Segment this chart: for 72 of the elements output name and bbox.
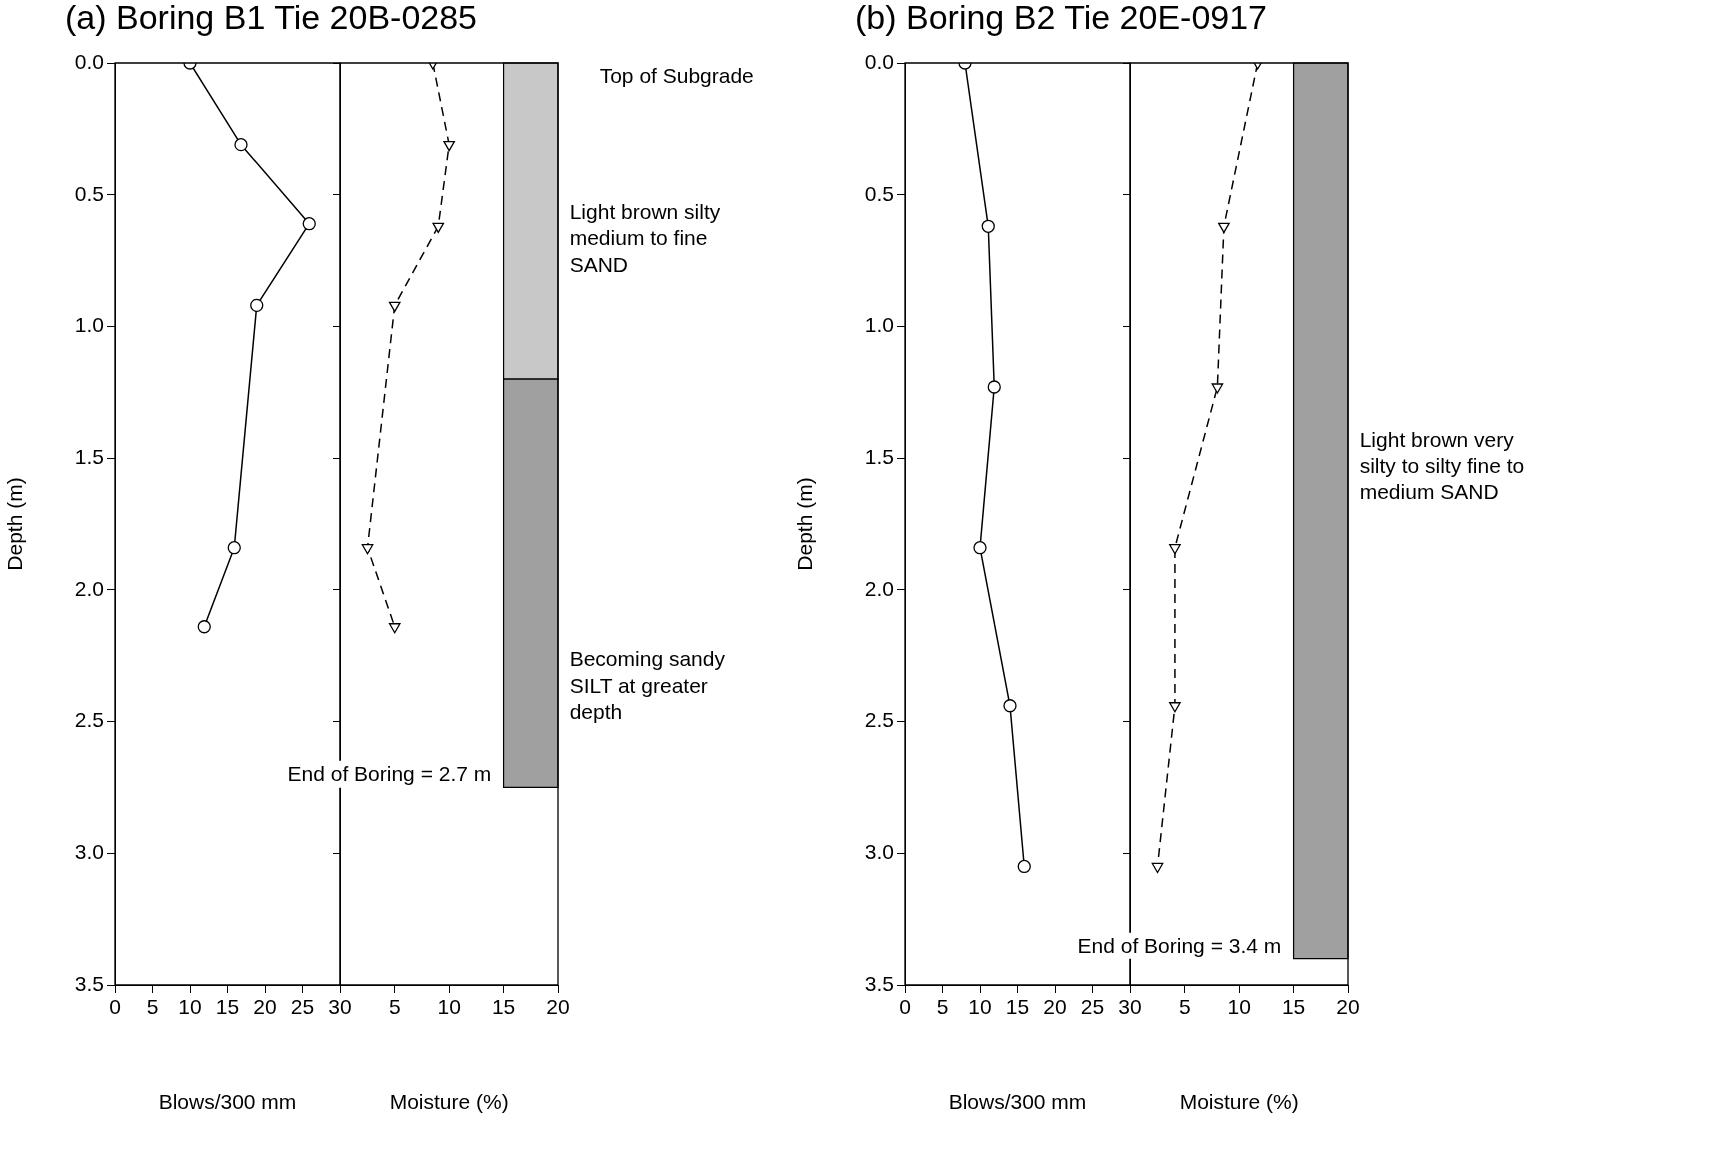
y-tick-label: 1.0 <box>74 313 104 337</box>
point <box>388 623 401 634</box>
point <box>227 541 241 555</box>
x-tick-label: 10 <box>968 995 992 1019</box>
text: Light brown silty medium to fine SAND <box>569 198 722 278</box>
point <box>361 544 374 555</box>
y-tick-label: 0.5 <box>74 181 104 205</box>
y-tick-label: 2.0 <box>74 576 104 600</box>
x-tick-label: 20 <box>253 995 277 1019</box>
annotation: End of Boring = 3.4 m <box>1077 932 1282 959</box>
y-tick-label: 1.5 <box>74 444 104 468</box>
x-tick-label: 20 <box>546 995 570 1019</box>
text: Becoming sandy SILT at greater depth <box>569 645 726 725</box>
y-tick-label: 0.0 <box>864 49 894 73</box>
point <box>1211 383 1223 394</box>
x-tick-label: 15 <box>491 995 515 1019</box>
point <box>234 138 248 152</box>
chart-title: (b) Boring B2 Tie 20E-0917 <box>855 0 1268 37</box>
x-axis-title: Moisture (%) <box>389 1090 509 1114</box>
x-tick-label: 5 <box>936 995 949 1019</box>
point <box>1151 862 1164 874</box>
x-tick-label: 20 <box>1336 995 1360 1019</box>
y-tick-label: 2.5 <box>74 708 104 732</box>
x-tick-label: 0 <box>899 995 911 1019</box>
x-axis-title: Blows/300 mm <box>158 1090 297 1114</box>
y-tick-label: 3.5 <box>864 971 894 995</box>
point <box>973 541 987 555</box>
point <box>981 219 995 233</box>
point <box>197 620 211 634</box>
x-tick-label: 30 <box>1118 995 1142 1019</box>
y-tick-label: 3.0 <box>74 840 104 864</box>
x-tick-label: 5 <box>1178 995 1191 1019</box>
x-tick-label: 25 <box>290 995 315 1019</box>
y-tick-label: 1.0 <box>864 313 894 337</box>
y-tick-label: 2.0 <box>864 576 894 600</box>
point <box>388 301 401 312</box>
annotation: End of Boring = 2.7 m <box>287 761 492 788</box>
x-tick-label: 10 <box>1227 995 1251 1019</box>
x-tick-label: 15 <box>1005 995 1030 1019</box>
x-tick-label: 15 <box>1281 995 1305 1019</box>
x-tick-label: 10 <box>437 995 461 1019</box>
point <box>302 217 316 231</box>
x-tick-label: 20 <box>1043 995 1067 1019</box>
x-tick-label: 0 <box>109 995 121 1019</box>
y-axis-title: Depth (m) <box>3 477 27 571</box>
text: Light brown very silty to silty fine to medium SAND <box>1359 426 1526 506</box>
point <box>250 298 264 312</box>
x-tick-label: 10 <box>178 995 202 1019</box>
point <box>1168 702 1181 713</box>
x-tick-label: 30 <box>328 995 352 1019</box>
point <box>1017 859 1031 874</box>
y-axis-title: Depth (m) <box>793 477 817 571</box>
y-tick-label: 0.0 <box>74 49 104 73</box>
point <box>987 380 1001 394</box>
x-tick-label: 5 <box>388 995 401 1019</box>
x-tick-label: 5 <box>146 995 159 1019</box>
y-tick-label: 1.5 <box>864 444 894 468</box>
x-tick-label: 15 <box>215 995 240 1019</box>
text: Top of Subgrade <box>599 63 755 89</box>
point <box>432 222 444 233</box>
point <box>1168 544 1181 555</box>
y-tick-label: 3.5 <box>74 971 104 995</box>
x-axis-title: Moisture (%) <box>1179 1090 1299 1114</box>
point <box>1003 699 1017 713</box>
chart-title: (a) Boring B1 Tie 20B-0285 <box>65 0 478 37</box>
point <box>1217 222 1230 233</box>
y-tick-label: 0.5 <box>864 181 894 205</box>
y-tick-label: 2.5 <box>864 708 894 732</box>
point <box>442 141 455 152</box>
x-tick-label: 25 <box>1080 995 1105 1019</box>
x-axis-title: Blows/300 mm <box>948 1090 1087 1114</box>
y-tick-label: 3.0 <box>864 840 894 864</box>
